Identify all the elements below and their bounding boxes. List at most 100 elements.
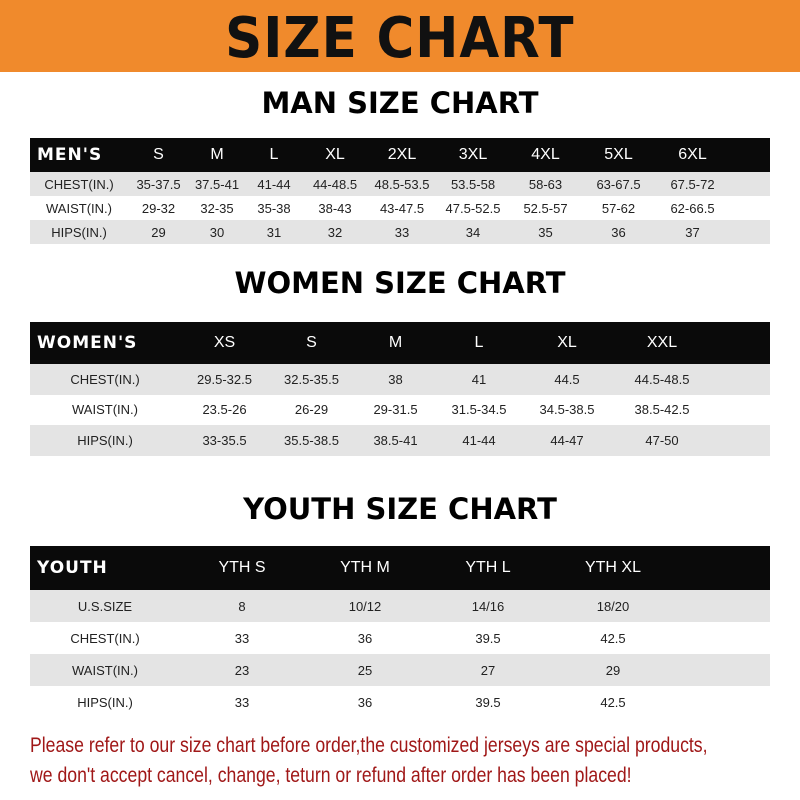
size-header-cell: 2XL xyxy=(387,146,417,163)
row-label: CHEST(IN.) xyxy=(44,176,114,192)
table-cell: 29 xyxy=(151,224,166,240)
table-cell: 47-50 xyxy=(645,432,679,448)
table-cell: 34 xyxy=(465,224,481,240)
table-cell: 52.5-57 xyxy=(523,200,568,216)
men-chart-title: MAN SIZE CHART xyxy=(261,86,539,120)
table-row: HIPS(IN.) 33-35.5 35.5-38.5 38.5-41 41-44 44-… xyxy=(30,425,770,456)
table-cell: 38.5-42.5 xyxy=(634,402,690,418)
title-banner: SIZE CHART xyxy=(0,0,800,72)
size-header-cell: 3XL xyxy=(458,146,488,163)
table-cell: 44.5-48.5 xyxy=(634,371,690,387)
size-header-cell: 4XL xyxy=(531,146,560,163)
table-cell: 32-35 xyxy=(200,200,234,216)
table-cell: 31.5-34.5 xyxy=(451,402,507,418)
table-cell: 32 xyxy=(327,224,343,240)
notice-line-2: we don't accept cancel, change, teturn o… xyxy=(30,764,632,787)
table-cell: 36 xyxy=(357,630,373,646)
size-header-cell: 5XL xyxy=(604,146,633,163)
table-cell: 33 xyxy=(234,630,250,646)
table-cell: 44-47 xyxy=(550,432,584,448)
men-size-table: MEN'S S M L XL 2XL 3XL 4XL 5XL 6XL CHEST(IN.) 35-37… xyxy=(30,138,770,244)
table-row: CHEST(IN.) 29.5-32.5 32.5-35.5 38 41 44.5 44.5… xyxy=(30,364,770,395)
size-header-cell: XS xyxy=(213,334,236,351)
table-cell: 38.5-41 xyxy=(373,432,418,448)
table-cell: 35.5-38.5 xyxy=(284,432,339,448)
size-header-cell: XL xyxy=(325,146,345,163)
table-cell: 42.5 xyxy=(600,630,626,646)
size-header-cell: L xyxy=(269,146,279,163)
table-cell: 29.5-32.5 xyxy=(197,371,252,387)
size-header-cell: S xyxy=(306,334,317,351)
table-cell: 42.5 xyxy=(600,694,626,710)
table-cell: 38 xyxy=(388,371,403,387)
table-cell: 29-31.5 xyxy=(373,402,418,418)
table-cell: 57-62 xyxy=(601,200,636,216)
table-cell: 10/12 xyxy=(348,598,382,614)
table-cell: 23.5-26 xyxy=(202,402,247,418)
table-cell: 39.5 xyxy=(475,630,501,646)
row-label: HIPS(IN.) xyxy=(77,432,133,448)
table-cell: 44.5 xyxy=(554,371,580,387)
table-cell: 36 xyxy=(357,694,373,710)
table-row: WAIST(IN.) 23 25 27 29 xyxy=(30,654,770,686)
table-header-row: WOMEN'S XS S M L XL XXL xyxy=(30,322,770,364)
table-cell: 35 xyxy=(538,224,553,240)
table-row: HIPS(IN.) 33 36 39.5 42.5 xyxy=(30,686,770,718)
size-header-cell: YTH XL xyxy=(584,559,641,576)
row-label: CHEST(IN.) xyxy=(70,630,140,646)
size-header-cell: M xyxy=(210,146,224,163)
table-cell: 36 xyxy=(611,224,626,240)
table-cell: 39.5 xyxy=(475,694,501,710)
table-row: WAIST(IN.) 23.5-26 26-29 29-31.5 31.5-34.5 34… xyxy=(30,394,770,425)
size-header-cell: YTH M xyxy=(340,559,390,576)
size-header-cell: 6XL xyxy=(678,146,707,163)
size-header-cell: YTH L xyxy=(465,559,511,576)
table-cell: 48.5-53.5 xyxy=(374,176,430,192)
table-cell: 38-43 xyxy=(318,200,352,216)
notice-line-1: Please refer to our size chart before or… xyxy=(30,734,708,757)
size-header-cell: S xyxy=(153,146,164,163)
size-header-cell: XL xyxy=(557,334,577,351)
table-cell: 33-35.5 xyxy=(202,432,247,448)
table-corner-label: MEN'S xyxy=(37,145,103,165)
table-row: U.S.SIZE 8 10/12 14/16 18/20 xyxy=(30,590,770,622)
table-cell: 29-32 xyxy=(141,200,176,216)
table-cell: 37 xyxy=(685,224,700,240)
table-cell: 47.5-52.5 xyxy=(445,200,501,216)
table-header-row: MEN'S S M L XL 2XL 3XL 4XL 5XL 6XL xyxy=(30,138,770,172)
table-cell: 23 xyxy=(234,662,250,678)
table-cell: 26-29 xyxy=(294,402,329,418)
table-cell: 33 xyxy=(394,224,410,240)
table-cell: 62-66.5 xyxy=(670,200,715,216)
table-cell: 14/16 xyxy=(471,598,505,614)
youth-chart-title: YOUTH SIZE CHART xyxy=(243,492,557,526)
table-cell: 29 xyxy=(605,662,621,678)
table-row: CHEST(IN.) 33 36 39.5 42.5 xyxy=(30,622,770,654)
size-header-cell: M xyxy=(388,334,403,351)
women-chart-title: WOMEN SIZE CHART xyxy=(234,266,566,300)
table-cell: 18/20 xyxy=(596,598,630,614)
row-label: HIPS(IN.) xyxy=(51,224,107,240)
table-row: CHEST(IN.) 35-37.5 37.5-41 41-44 44-48.5 48.5… xyxy=(30,172,770,196)
size-header-cell: XXL xyxy=(646,334,678,351)
table-cell: 43-47.5 xyxy=(379,200,425,216)
table-corner-label: WOMEN'S xyxy=(37,333,138,353)
table-cell: 35-37.5 xyxy=(136,176,181,192)
table-row: WAIST(IN.) 29-32 32-35 35-38 38-43 43-47.5 47.… xyxy=(30,196,770,220)
row-label: CHEST(IN.) xyxy=(70,371,140,387)
row-label: U.S.SIZE xyxy=(77,598,133,614)
table-cell: 30 xyxy=(209,224,225,240)
women-size-table: WOMEN'S XS S M L XL XXL CHEST(IN.) 29.5-32.5 32.5… xyxy=(30,322,770,456)
table-cell: 53.5-58 xyxy=(450,176,496,192)
size-header-cell: YTH S xyxy=(218,559,266,576)
row-label: WAIST(IN.) xyxy=(72,402,138,418)
table-cell: 67.5-72 xyxy=(670,176,715,192)
table-cell: 25 xyxy=(357,662,373,678)
table-cell: 58-63 xyxy=(528,176,563,192)
table-cell: 27 xyxy=(480,662,496,678)
table-cell: 31 xyxy=(266,224,282,240)
table-cell: 41-44 xyxy=(257,176,291,192)
table-cell: 34.5-38.5 xyxy=(539,402,595,418)
row-label: WAIST(IN.) xyxy=(46,200,112,216)
table-corner-label: YOUTH xyxy=(37,558,108,578)
